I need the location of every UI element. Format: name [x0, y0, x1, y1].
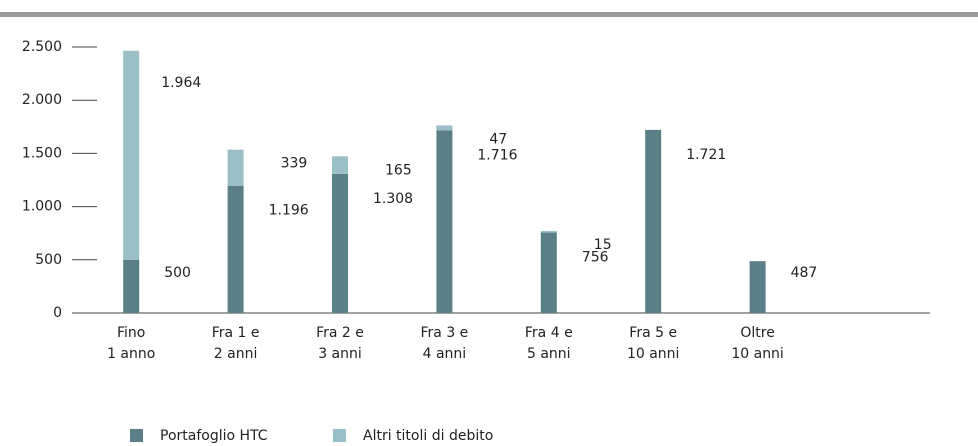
- value-label: 500: [164, 265, 191, 281]
- value-label: 1.964: [161, 75, 201, 91]
- bar-segment: [332, 156, 348, 174]
- bar-segment: [227, 185, 244, 313]
- x-tick-label: Fino: [117, 325, 145, 341]
- value-label: 1.308: [373, 191, 413, 207]
- value-label: 756: [582, 250, 609, 266]
- value-label: 1.716: [477, 147, 517, 163]
- value-label: 1.196: [269, 203, 309, 219]
- value-label: 339: [281, 156, 308, 172]
- x-tick-label: 2 anni: [214, 346, 258, 362]
- legend-swatch: [333, 429, 346, 442]
- x-tick-label: 4 anni: [423, 346, 467, 362]
- legend-swatch: [130, 429, 143, 442]
- value-label: 15: [594, 237, 612, 253]
- bar-segment: [645, 129, 662, 313]
- x-tick-label: Fra 3 e: [421, 325, 469, 341]
- bar-segment: [123, 259, 140, 313]
- bar-segment: [540, 232, 557, 313]
- bar-segment: [123, 50, 140, 260]
- legend-label: Altri titoli di debito: [363, 428, 493, 444]
- x-tick-label: Fra 2 e: [316, 325, 364, 341]
- y-tick-label: 2.000: [22, 92, 62, 108]
- value-label: 47: [489, 131, 507, 147]
- bar-segment: [227, 149, 244, 186]
- value-label: 1.721: [686, 147, 726, 163]
- bar-segment: [540, 230, 557, 233]
- bar-segment: [332, 173, 348, 313]
- x-tick-label: 10 anni: [627, 346, 679, 362]
- x-tick-label: 5 anni: [527, 346, 571, 362]
- bar-segment: [749, 261, 766, 313]
- x-tick-label: 1 anno: [107, 346, 155, 362]
- y-tick-label: 1.500: [22, 145, 62, 161]
- y-tick-label: 500: [35, 252, 62, 268]
- value-label: 165: [385, 162, 412, 178]
- bar-segment: [436, 125, 453, 131]
- y-tick-label: 1.000: [22, 199, 62, 215]
- x-tick-label: Fra 5 e: [629, 325, 677, 341]
- x-tick-label: Fra 4 e: [525, 325, 573, 341]
- legend-label: Portafoglio HTC: [160, 428, 268, 444]
- x-tick-label: Oltre: [740, 325, 774, 341]
- x-tick-label: Fra 1 e: [212, 325, 260, 341]
- x-tick-label: 3 anni: [318, 346, 362, 362]
- y-tick-label: 2.500: [22, 39, 62, 55]
- top-rule: [0, 12, 978, 17]
- value-label: 487: [791, 265, 818, 281]
- bar-segment: [436, 130, 453, 313]
- y-tick-label: 0: [53, 305, 62, 321]
- x-tick-label: 10 anni: [731, 346, 783, 362]
